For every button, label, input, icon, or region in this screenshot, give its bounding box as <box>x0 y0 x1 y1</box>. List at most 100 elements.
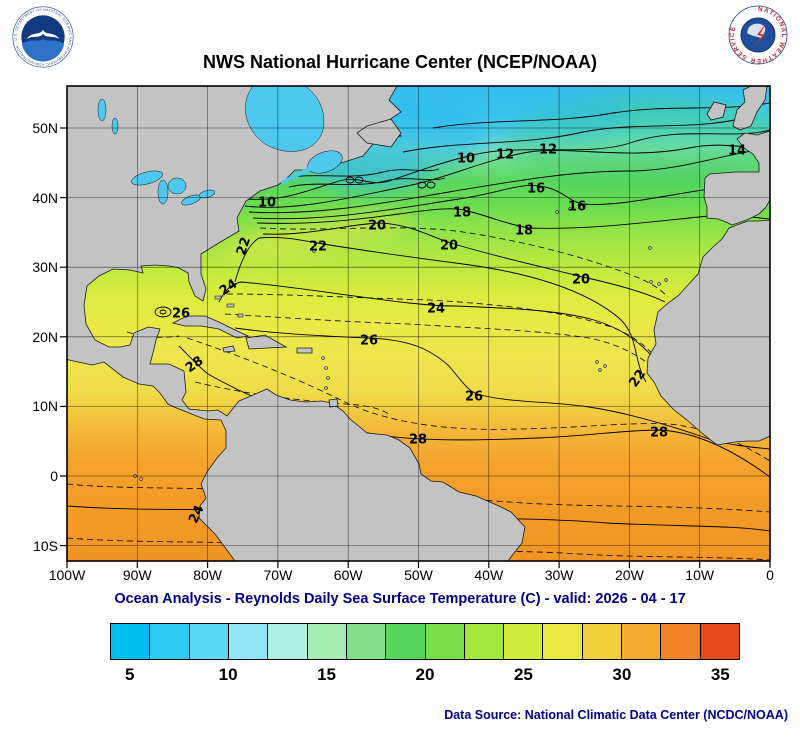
land-europe <box>703 130 770 226</box>
data-source: Data Source: National Climatic Data Cent… <box>444 708 788 722</box>
contour-label: 26 <box>360 334 378 349</box>
land-americas <box>67 86 526 561</box>
island-newfoundland <box>356 118 402 148</box>
colorbar-cell <box>346 624 387 659</box>
contour-label: 20 <box>368 219 386 234</box>
small-islands <box>133 204 668 481</box>
x-axis-label: 20W <box>614 567 644 583</box>
contour-label: 10 <box>457 152 475 167</box>
colorbar-cell <box>386 624 426 659</box>
x-axis-label: 10W <box>685 567 715 583</box>
colorbar <box>110 623 740 660</box>
gulf-of-st-lawrence <box>281 150 343 184</box>
island-hispaniola <box>245 334 288 350</box>
x-axis-label: 100W <box>48 567 86 583</box>
colorbar-cell <box>582 624 623 659</box>
colorbar-tick-label: 15 <box>317 665 337 684</box>
nws-logo: NATIONAL WEATHER SERVICE <box>728 5 788 65</box>
contour-label: 16 <box>568 200 586 215</box>
y-axis-label: 10N <box>32 398 58 415</box>
contour-label: 12 <box>496 148 514 163</box>
contour-label: 28 <box>409 433 427 448</box>
contour-label: 14 <box>728 144 746 159</box>
colorbar-cell <box>504 624 544 659</box>
colorbar-cell <box>189 624 229 659</box>
noaa-sea <box>21 39 65 62</box>
closed-contour <box>345 176 355 184</box>
colorbar-cell <box>661 624 701 659</box>
island-cuba <box>171 315 250 339</box>
contour-label: 22 <box>309 240 327 255</box>
y-axis-label: 0 <box>50 468 58 484</box>
colorbar-cell <box>307 624 347 659</box>
colorbar-cell <box>228 624 269 659</box>
contour-label: 22 <box>234 235 254 257</box>
x-axis-label: 30W <box>544 567 574 583</box>
contour-label: 10 <box>258 196 276 211</box>
noaa-seagull-icon <box>26 29 60 40</box>
closed-contour <box>159 309 167 315</box>
colorbar-cell <box>150 624 190 659</box>
colorbar-tick-label: 20 <box>415 665 435 684</box>
colorbar-ticks: 5 10 15 20 25 30 35 <box>110 665 740 689</box>
contour-label: 24 <box>186 503 207 526</box>
contour-label: 28 <box>650 426 668 441</box>
great-lakes <box>97 98 216 206</box>
x-axis-label: 40W <box>474 567 504 583</box>
noaa-logo: NATIONAL OCEANIC AND ATMOSPHERIC ADMINIS… <box>10 3 74 68</box>
island-ireland <box>706 101 727 121</box>
contour-label: 20 <box>572 273 590 288</box>
island-uk <box>732 86 768 131</box>
contour-label: 24 <box>427 302 445 317</box>
contour-label: 18 <box>453 206 471 221</box>
x-axis-label: 80W <box>193 567 222 583</box>
colorbar-cell <box>464 624 505 659</box>
closed-contour <box>154 306 172 318</box>
colorbar-cell <box>700 624 739 659</box>
contour-label: 16 <box>527 182 545 197</box>
contour-label: 12 <box>539 143 557 158</box>
closed-contour <box>354 176 364 184</box>
island-puerto-rico <box>296 347 313 354</box>
x-axis-label: 50W <box>404 567 433 583</box>
grid-lines <box>67 86 770 561</box>
contour-label: 20 <box>440 239 458 254</box>
hudson-bay <box>245 86 325 152</box>
y-axis-label: 40N <box>32 189 58 206</box>
contour-lines <box>67 102 770 561</box>
colorbar-tick-label: 35 <box>710 665 730 684</box>
closed-contour <box>417 181 427 189</box>
colorbar-tick-label: 25 <box>513 665 533 684</box>
colorbar-cell <box>268 624 308 659</box>
land-masses <box>67 86 770 561</box>
y-axis-label: 20N <box>32 328 58 345</box>
x-axis-label: 70W <box>263 567 293 583</box>
nws-lightning-icon <box>752 22 767 49</box>
colorbar-tick-label: 5 <box>124 665 135 684</box>
y-axis-label: 50N <box>32 120 58 136</box>
x-axis-label: 90W <box>122 567 152 583</box>
subtitle: Ocean Analysis - Reynolds Daily Sea Surf… <box>114 591 686 607</box>
island-trinidad <box>328 398 339 408</box>
colorbar-cell <box>622 624 662 659</box>
page-title: NWS National Hurricane Center (NCEP/NOAA… <box>202 52 598 72</box>
y-axis-label: 30N <box>32 259 58 276</box>
colorbar-tick-label: 10 <box>218 665 238 684</box>
colorbar-cell <box>111 624 151 659</box>
colorbar-cell <box>425 624 465 659</box>
map-frame <box>60 85 771 568</box>
x-axis-label: 60W <box>333 567 363 583</box>
island-jamaica <box>222 345 236 353</box>
colorbar-cell <box>543 624 583 659</box>
contour-label: 18 <box>515 224 533 239</box>
closed-contour <box>426 181 436 189</box>
contour-label: 26 <box>465 390 483 405</box>
axis-ticks <box>60 127 771 568</box>
x-axis-label: 0 <box>766 567 774 583</box>
colorbar-tick-label: 30 <box>612 665 632 684</box>
contour-label: 26 <box>172 307 190 322</box>
y-axis-label: 10S <box>33 537 58 554</box>
